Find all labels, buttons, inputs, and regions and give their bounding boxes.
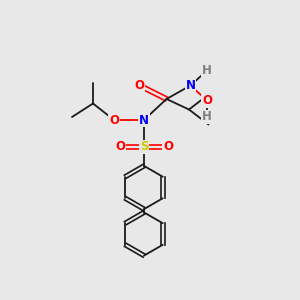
Text: O: O — [134, 79, 145, 92]
Text: H: H — [202, 110, 212, 124]
Text: O: O — [109, 113, 119, 127]
Text: N: N — [139, 113, 149, 127]
Text: O: O — [202, 94, 212, 107]
Text: N: N — [185, 79, 196, 92]
Text: H: H — [202, 64, 212, 77]
Text: O: O — [115, 140, 125, 154]
Text: S: S — [140, 140, 148, 154]
Text: O: O — [163, 140, 173, 154]
